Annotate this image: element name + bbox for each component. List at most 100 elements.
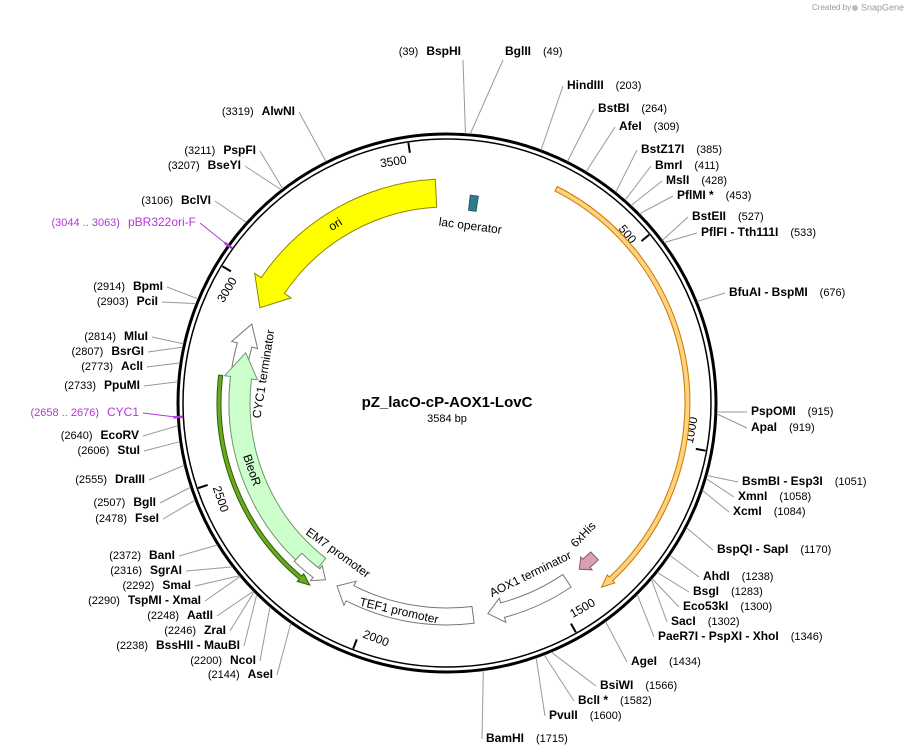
- feature-label: lac operator: [438, 215, 503, 237]
- site-text: (1600): [590, 710, 622, 722]
- site-label: (2238) BssHII - MauBI: [116, 638, 240, 652]
- site-label: MslI (428): [666, 173, 727, 187]
- site-text: (676): [820, 287, 846, 299]
- site-label: (2903) PciI: [97, 294, 158, 308]
- site-label: (2372) BanI: [109, 548, 175, 562]
- site-text: (2814): [84, 331, 116, 343]
- name-text: AatII: [187, 608, 213, 622]
- name-text: BclVI: [181, 193, 211, 207]
- name-text: ZraI: [204, 623, 226, 637]
- label-leader: [259, 150, 284, 189]
- label-leader: [567, 108, 595, 162]
- site-label: (2733) PpuMI: [64, 378, 140, 392]
- site-label: (2914) BpmI: [93, 279, 163, 293]
- label-leader: [216, 590, 254, 617]
- label-leader: [166, 286, 199, 300]
- site-label: BglII (49): [505, 44, 563, 58]
- site-text: (2200): [190, 655, 222, 667]
- ruler-tick: [221, 265, 232, 273]
- label-leader: [143, 441, 180, 452]
- label-leader: [706, 474, 739, 483]
- name-text: BclI *: [578, 693, 608, 707]
- label-leader: [540, 85, 564, 151]
- site-text: (309): [654, 121, 680, 133]
- brand: SnapGene: [861, 2, 904, 12]
- ruler-tick: [640, 233, 650, 242]
- site-text: (3044 .. 3063): [51, 217, 120, 229]
- label-leader: [142, 425, 179, 437]
- label-leader: [159, 486, 191, 504]
- name-text: AlwNI: [262, 104, 295, 118]
- site-text: (385): [696, 144, 722, 156]
- site-text: (2658 .. 2676): [30, 407, 99, 419]
- name-text: PspOMI: [751, 404, 796, 418]
- site-text: (1300): [740, 601, 772, 613]
- name-text: BanI: [149, 548, 175, 562]
- site-text: (2478): [95, 513, 127, 525]
- site-label: SacI (1302): [671, 614, 739, 628]
- ori-arrow: [254, 178, 438, 309]
- site-label: BsgI (1283): [693, 584, 763, 598]
- label-leader: [204, 576, 241, 602]
- site-label: (3044 .. 3063) pBR322ori-F: [51, 215, 196, 229]
- site-label: PflMI * (453): [677, 188, 751, 202]
- promoter-arrow: [293, 552, 327, 582]
- site-text: (2807): [72, 346, 104, 358]
- name-text: BpmI: [133, 279, 163, 293]
- site-label: (2606) StuI: [78, 443, 140, 457]
- name-text: BstZ17I: [641, 142, 684, 156]
- site-text: (411): [694, 160, 719, 172]
- site-label: (2248) AatII: [147, 608, 213, 622]
- map-title: pZ_lacO-cP-AOX1-LovC: [362, 394, 533, 411]
- site-text: (2640): [61, 430, 93, 442]
- label-leader: [636, 594, 655, 638]
- label-leader: [162, 499, 196, 520]
- site-label: (2290) TspMI - XmaI: [88, 593, 201, 607]
- site-label: (2478) FseI: [95, 511, 159, 525]
- ruler-tick: [197, 483, 208, 490]
- site-label: BstBI (264): [598, 101, 667, 115]
- site-text: (2733): [64, 380, 96, 392]
- site-text: (2292): [123, 580, 155, 592]
- label-leader: [142, 412, 178, 418]
- site-label: (3319) AlwNI: [222, 104, 295, 118]
- label-leader: [585, 126, 616, 172]
- site-text: (3207): [168, 160, 200, 172]
- site-text: (1566): [645, 680, 677, 692]
- label-leader: [664, 232, 698, 244]
- site-label: Eco53kI (1300): [683, 599, 772, 613]
- label-leader: [697, 292, 726, 302]
- label-leader: [650, 579, 668, 623]
- name-text: AclI: [121, 359, 143, 373]
- site-label: BstEII (527): [692, 209, 764, 223]
- site-label: (2640) EcoRV: [61, 428, 139, 442]
- site-label: PspOMI (915): [751, 404, 833, 418]
- site-text: (2144): [208, 669, 240, 681]
- site-text: (2507): [94, 497, 126, 509]
- feature-label: TEF1 promoter: [358, 595, 440, 627]
- primer-mark: [223, 241, 233, 250]
- label-leader: [143, 381, 178, 387]
- name-text: AgeI: [631, 654, 657, 668]
- label-leader: [639, 195, 674, 215]
- label-leader: [624, 165, 652, 201]
- site-label: BclI * (1582): [578, 693, 652, 707]
- label-leader: [185, 566, 233, 572]
- label-leader: [716, 413, 748, 429]
- ruler-label: 2500: [210, 484, 232, 514]
- terminator-arrow: [487, 573, 572, 624]
- cds-arc: [554, 185, 691, 589]
- site-text: (1283): [731, 586, 763, 598]
- feature-label: ori: [326, 215, 345, 234]
- name-text: NcoI: [230, 653, 256, 667]
- name-text: PaeR7I - PspXI - XhoI: [658, 629, 779, 643]
- tag-arrow: [578, 551, 600, 571]
- site-label: (3106) BclVI: [141, 193, 211, 207]
- name-text: BamHI: [486, 731, 524, 745]
- logo: [852, 5, 858, 11]
- site-text: (39): [399, 46, 419, 58]
- name-text: EcoRV: [101, 428, 139, 442]
- name-text: PflFI - Tth111I: [701, 225, 778, 239]
- site-label: (2507) BglI: [94, 495, 156, 509]
- label-leader: [669, 554, 700, 578]
